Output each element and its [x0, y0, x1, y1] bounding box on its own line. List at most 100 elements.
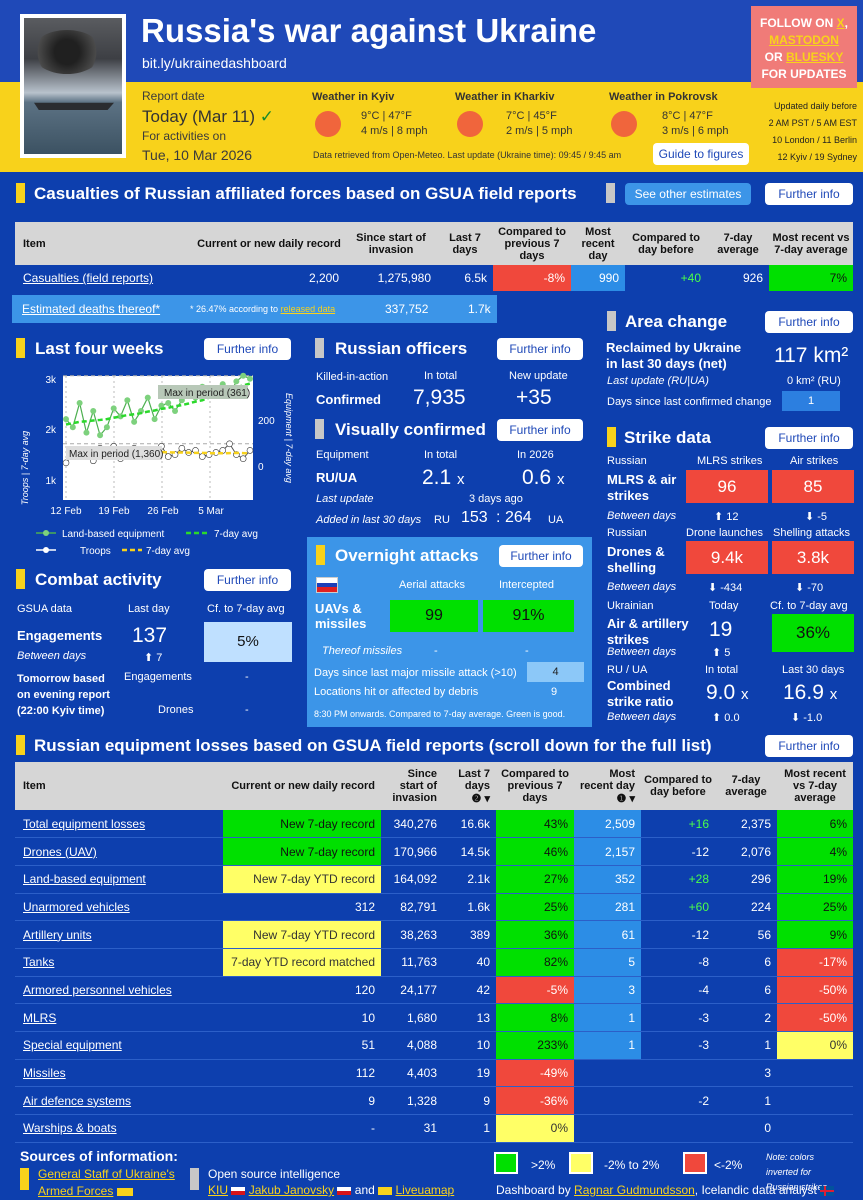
item-link[interactable]: Drones (UAV) [23, 844, 97, 859]
cell-vs: -50% [777, 976, 853, 1004]
x-link[interactable]: X [836, 16, 845, 30]
area-value: 117 km² [774, 344, 849, 367]
sort-icon[interactable]: ❷ ▾ [471, 792, 490, 805]
drones-label: Drones [158, 704, 194, 716]
cell-day: -12 [691, 927, 709, 942]
cell-since: 24,177 [400, 982, 437, 997]
cell-last7: 2.1k [467, 872, 490, 887]
item-link[interactable]: Land-based equipment [23, 872, 146, 887]
art-title: Air & artillery strikes [607, 616, 689, 647]
bluesky-link[interactable]: BLUESKY [786, 50, 844, 64]
section-marker [607, 311, 616, 331]
cell-recent: 5 [574, 948, 641, 977]
item-link[interactable]: Artillery units [23, 927, 92, 942]
dashboard-link[interactable]: bit.ly/ukrainedashboard [142, 55, 287, 71]
visual-further-button[interactable]: Further info [497, 419, 583, 441]
item-link[interactable]: Armored personnel vehicles [23, 982, 172, 997]
cell-recent: 3 [574, 976, 641, 1004]
drone-between: ⬇ -434 [708, 582, 743, 594]
cell-day: -12 [691, 844, 709, 859]
gsua-link[interactable]: General Staff of Ukraine's Armed Forces [38, 1167, 175, 1198]
data-point [233, 378, 240, 385]
in2026-label: In 2026 [517, 449, 554, 461]
cell-avg: 2 [764, 1010, 771, 1025]
equipment-further-button[interactable]: Further info [765, 735, 853, 757]
strike-further-button[interactable]: Further info [765, 427, 853, 449]
overnight-further-button[interactable]: Further info [499, 545, 583, 567]
section-marker [316, 545, 325, 565]
sep: : [496, 509, 501, 526]
area-further-button[interactable]: Further info [765, 311, 853, 333]
section-marker [16, 735, 25, 755]
item-link[interactable]: Total equipment losses [23, 816, 146, 831]
liveuamap-link[interactable]: Liveuamap [395, 1183, 455, 1197]
table-row: Drones (UAV) New 7-day record 170,966 14.5k… [15, 837, 853, 866]
cell-since: 170,966 [393, 844, 437, 859]
deaths-since: 337,752 [385, 302, 429, 316]
item-link[interactable]: Warships & boats [23, 1121, 117, 1136]
cell-record: New 7-day record [223, 837, 381, 866]
deaths-link[interactable]: Estimated deaths thereof* [22, 302, 161, 316]
ruua-label: RU / UA [607, 664, 648, 676]
kiu-link[interactable]: KIU [208, 1183, 229, 1197]
credit: Dashboard by Ragnar Gudmundsson, Iceland… [496, 1183, 835, 1197]
deaths-row [12, 295, 497, 323]
combat-title: Combat activity [35, 570, 162, 589]
mlrs-value: 96 [686, 470, 768, 503]
other-estimates-button[interactable]: See other estimates [625, 183, 751, 205]
guide-button[interactable]: Guide to figures [653, 143, 749, 165]
report-date-label: Report date [142, 89, 205, 103]
max-tr-box [66, 446, 162, 460]
cell-last7: 40 [476, 955, 490, 970]
item-link[interactable]: Air defence systems [23, 1093, 132, 1108]
released-data-link[interactable]: released data [280, 304, 336, 314]
ship-shape [34, 102, 114, 110]
item-link[interactable]: Unarmored vehicles [23, 899, 130, 914]
table-row: Air defence systems 9 1,328 9 -36% -2 1 [15, 1086, 853, 1115]
cell-cmp: 233% [496, 1031, 574, 1060]
check-icon: ✓ [259, 107, 275, 126]
sort-icon[interactable]: ❶ ▾ [616, 792, 635, 805]
inverted-note: Note: colors inverted for Russian strike… [766, 1152, 828, 1192]
cell-record: New 7-day record [223, 810, 381, 838]
data-point [226, 440, 233, 448]
item-link[interactable]: Missiles [23, 1066, 66, 1081]
ukrainian-label: Ukrainian [607, 600, 654, 612]
section-marker [20, 1168, 29, 1190]
mastodon-link[interactable]: MASTODON [769, 33, 839, 47]
cell-cmp: 46% [496, 837, 574, 866]
combat-further-button[interactable]: Further info [204, 569, 291, 591]
cell-avg: 2,076 [740, 844, 771, 859]
visual-2026: 0.6 x [522, 466, 565, 489]
legend-eq-avg: 7-day avg [214, 529, 258, 540]
weather-pokrovsk-title: Weather in Pokrovsk [609, 91, 718, 103]
visual-total: 2.1 x [422, 466, 465, 489]
air-label: Air strikes [790, 455, 839, 467]
drones-title: Drones & shelling [607, 544, 665, 575]
th-recent[interactable]: Most recent day ❶ ▾ [579, 767, 635, 805]
author-link[interactable]: Ragnar Gudmundsson [574, 1183, 695, 1197]
janovsky-link[interactable]: Jakub Janovsky [248, 1183, 335, 1197]
th-last7[interactable]: Last 7 days ❷ ▾ [458, 767, 490, 805]
last-update-label: Last update (RU|UA) [607, 375, 709, 387]
thereof-a: - [434, 645, 438, 657]
weather-kyiv-title: Weather in Kyiv [312, 91, 395, 103]
casualties-further-button[interactable]: Further info [765, 183, 853, 205]
item-link[interactable]: MLRS [23, 1010, 57, 1025]
item-link[interactable]: Tanks [23, 955, 55, 970]
th-day: Compared to day before [644, 774, 712, 798]
casualties-link[interactable]: Casualties (field reports) [23, 271, 154, 285]
overnight-foot: 8:30 PM onwards. Compared to 7-day avera… [314, 709, 566, 719]
between-label: Between days [607, 510, 677, 522]
cas-recent: 990 [571, 265, 625, 291]
cell-recent: 61 [574, 920, 641, 949]
cell-avg: 0 [764, 1121, 771, 1136]
four-weeks-further-button[interactable]: Further info [204, 338, 291, 360]
eng2-label: Engagements [124, 671, 192, 683]
officers-further-button[interactable]: Further info [497, 338, 583, 360]
table-row: Artillery units New 7-day YTD record 38,26… [15, 920, 853, 949]
sun-icon [611, 111, 637, 137]
visual-title: Visually confirmed [335, 420, 486, 439]
engagements-label: Engagements [17, 628, 103, 643]
item-link[interactable]: Special equipment [23, 1038, 122, 1053]
